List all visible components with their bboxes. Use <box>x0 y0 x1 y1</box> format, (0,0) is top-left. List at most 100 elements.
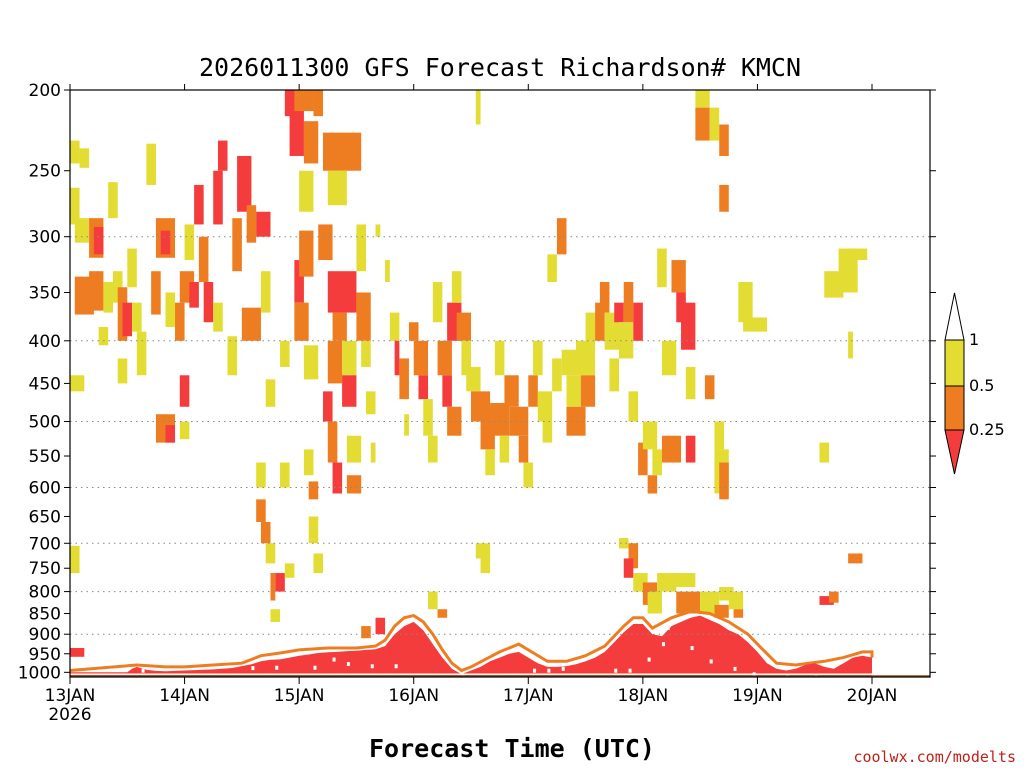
ri-cell <box>323 391 333 422</box>
ri-cell <box>423 399 433 436</box>
ri-cell <box>136 331 147 376</box>
ri-cell <box>404 414 409 436</box>
ri-cell <box>485 449 495 476</box>
ri-cell <box>256 211 271 237</box>
ri-cell <box>475 90 481 125</box>
colorbar-swatch-above-1 <box>944 292 965 341</box>
ri-cell <box>303 121 319 164</box>
ri-cell <box>709 107 720 141</box>
ri-cell <box>552 358 562 392</box>
ri-cell <box>342 375 357 407</box>
ri-cell <box>165 425 176 443</box>
ri-cell <box>614 302 624 323</box>
ri-cell <box>719 462 729 500</box>
ri-cell <box>681 302 696 350</box>
ri-cell <box>70 140 80 164</box>
chart-title: 2026011300 GFS Forecast Richardson# KMCN <box>199 53 801 82</box>
ri-cell <box>122 302 133 337</box>
ri-cell <box>260 521 271 544</box>
ri-cell <box>848 248 868 261</box>
ri-cell <box>475 543 491 559</box>
ri-cell <box>652 449 662 476</box>
y-tick-label: 200 <box>29 81 61 101</box>
surface-gap <box>313 665 317 670</box>
ri-cell <box>819 442 830 463</box>
ri-cell <box>370 442 376 463</box>
surface-gap <box>394 664 398 669</box>
ri-cell <box>256 462 266 488</box>
ri-cell <box>108 182 118 219</box>
ri-cell <box>714 604 729 618</box>
ri-cell <box>74 218 90 243</box>
surface-gap <box>614 668 618 673</box>
ri-cell <box>518 435 529 463</box>
ri-cell <box>556 218 567 255</box>
ri-cell <box>848 553 863 564</box>
ri-cell <box>399 358 409 400</box>
ri-cell <box>294 302 309 341</box>
ri-cell <box>280 340 290 367</box>
y-tick-label: 950 <box>29 645 61 665</box>
surface-gap <box>547 668 551 673</box>
ri-cell <box>270 573 276 601</box>
ri-cell <box>265 543 276 564</box>
ri-cell <box>413 340 429 376</box>
ri-cell <box>117 358 128 384</box>
ri-cell <box>542 421 553 443</box>
ri-cell <box>671 573 696 588</box>
ri-cell <box>294 260 304 303</box>
colorbar-swatch-0_25-0_5 <box>944 385 965 431</box>
ri-cell <box>256 499 266 522</box>
ri-cell <box>184 224 195 261</box>
ri-cell <box>719 184 729 212</box>
ri-cell <box>280 462 290 488</box>
x-tick-label: 18JAN <box>618 686 669 706</box>
ri-cell <box>93 226 104 255</box>
ri-cell <box>179 375 190 407</box>
ri-cell <box>829 591 839 603</box>
surface-gap <box>370 664 374 669</box>
ri-cell <box>499 435 510 463</box>
ri-cell <box>213 302 223 332</box>
ri-cell <box>733 609 744 618</box>
x-tick-label: 16JAN <box>388 686 439 706</box>
ri-cell <box>289 107 304 156</box>
ri-cell <box>504 375 519 407</box>
ri-cell <box>418 375 429 400</box>
ri-cell <box>146 143 156 185</box>
y-tick-label: 400 <box>29 332 61 352</box>
surface-ri-red <box>70 615 872 677</box>
surface-gap <box>661 642 665 647</box>
ri-cell <box>284 563 295 578</box>
ri-cell <box>509 406 529 436</box>
ri-cell <box>270 609 281 622</box>
ri-cell <box>308 516 319 544</box>
colorbar-label: 1 <box>969 330 979 349</box>
y-tick-label: 450 <box>29 374 61 394</box>
x-tick-label: 19JAN <box>732 686 783 706</box>
x-tick-label: 20JAN <box>847 686 898 706</box>
colorbar-swatch-below-0_25 <box>944 429 965 475</box>
ri-cell <box>618 538 629 549</box>
surface-fringe-orange <box>69 609 874 673</box>
x-tick-label: 13JAN <box>45 686 96 706</box>
y-tick-label: 550 <box>29 447 61 467</box>
ri-cell <box>580 375 596 407</box>
y-tick-label: 850 <box>29 605 61 625</box>
ri-cell <box>194 184 204 225</box>
ri-cell <box>332 312 347 341</box>
gridlines <box>70 236 930 635</box>
ri-cell <box>198 236 209 282</box>
ri-cell <box>595 302 605 341</box>
ri-cell <box>480 558 491 574</box>
ri-cell <box>265 379 276 407</box>
ri-cell <box>676 591 701 614</box>
ri-cell <box>294 90 314 112</box>
ri-cell <box>160 230 171 255</box>
ri-cell <box>628 391 639 422</box>
ri-cell <box>237 155 252 212</box>
ri-cell <box>437 609 448 618</box>
surface-gap <box>533 668 537 673</box>
y-tick-label: 700 <box>29 534 61 554</box>
plot-area <box>69 90 930 680</box>
